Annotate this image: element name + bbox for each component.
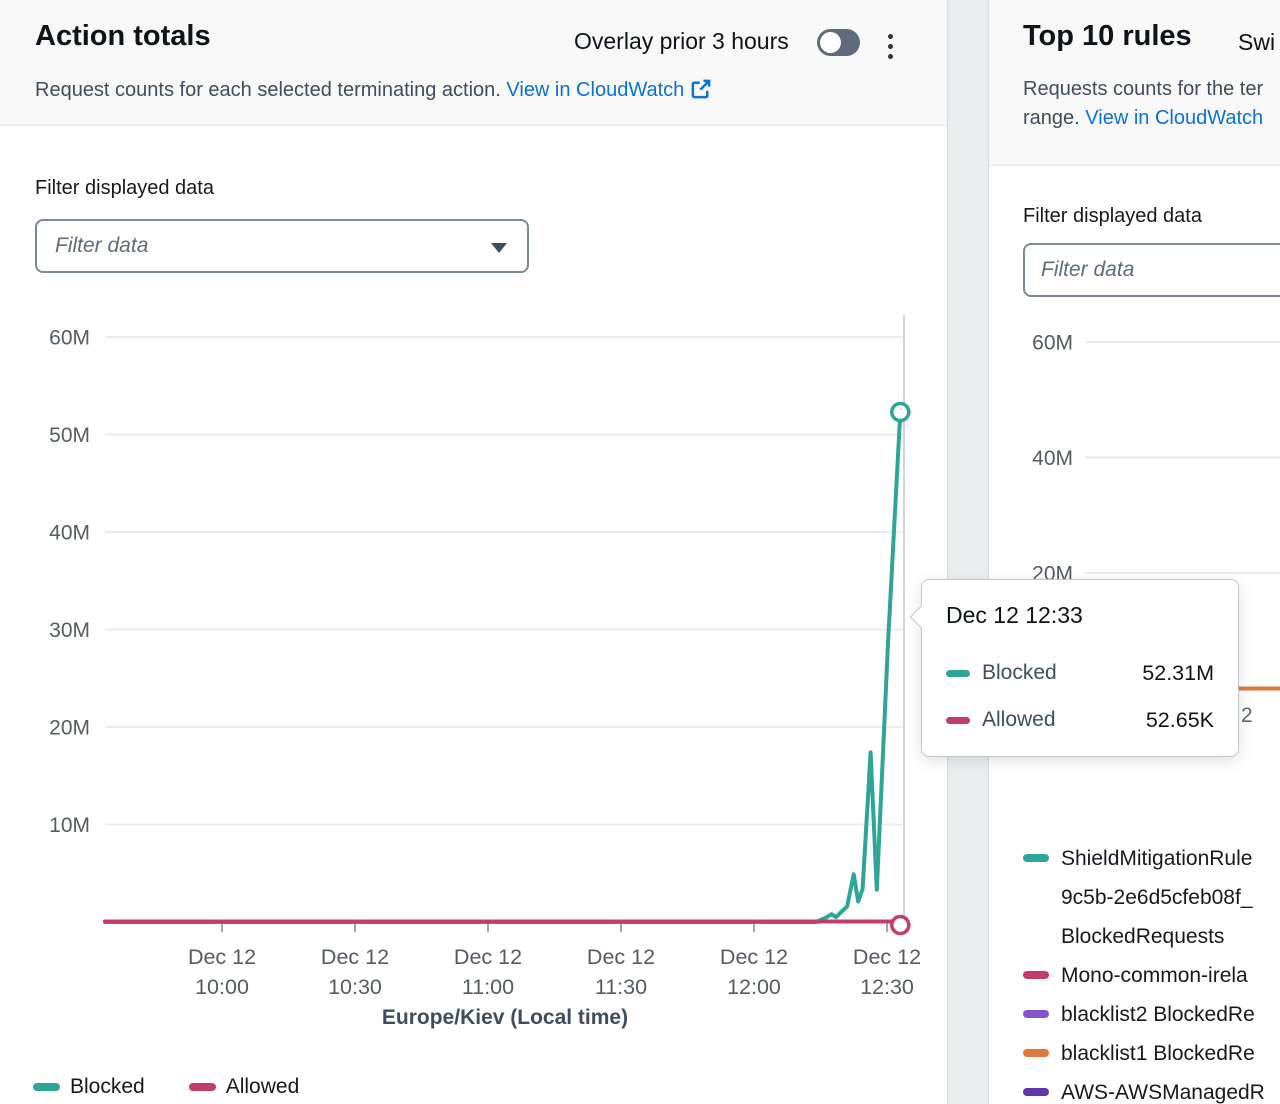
toggle-knob: [820, 32, 841, 53]
y-tick-label: 30M: [49, 619, 90, 642]
x-tick-label: 12:30: [860, 975, 914, 999]
description-text: Request counts for each selected termina…: [35, 79, 501, 101]
legend-swatch: [188, 1083, 216, 1091]
legend-label: Allowed: [225, 1075, 300, 1098]
rules-legend-item-3[interactable]: blacklist2 BlockedRe: [1023, 995, 1280, 1034]
end-marker-allowed: [890, 914, 911, 936]
rules-legend: ShieldMitigationRule 9c5b-2e6d5cfeb08f_ Bl…: [1023, 839, 1280, 1104]
legend-swatch: [1023, 1049, 1049, 1057]
cloudwatch-link[interactable]: View in CloudWatch: [1085, 107, 1264, 129]
x-tick-label: Dec 12: [321, 945, 389, 969]
panel-description-line1: Requests counts for the ter: [1023, 78, 1264, 100]
legend-swatch: [1023, 971, 1049, 979]
series-line-blocked: [103, 410, 903, 924]
rules-legend-item-1[interactable]: ShieldMitigationRule 9c5b-2e6d5cfeb08f_ Bl…: [1023, 839, 1280, 956]
tooltip-series-value: 52.65K: [1145, 707, 1214, 732]
y-tick-label: 60M: [49, 327, 90, 350]
legend-label: Blocked: [70, 1075, 145, 1098]
y-tick-label: 60M: [1032, 332, 1073, 355]
x-tick-label: Dec 12: [853, 945, 921, 969]
tooltip-swatch: [946, 669, 970, 677]
legend-swatch: [33, 1083, 60, 1091]
x-tick-label: Dec 12: [720, 945, 788, 969]
filter-label: Filter displayed data: [35, 177, 214, 199]
tooltip-series-label: Blocked: [982, 661, 1057, 684]
tooltip-swatch: [946, 716, 970, 724]
tooltip-row-allowed: Allowed 52.65K: [946, 706, 1214, 734]
chevron-down-icon: [491, 243, 507, 253]
header-suffix-clipped: Swi: [1238, 29, 1276, 55]
y-tick-label: 40M: [49, 522, 90, 545]
legend-label: Mono-common-irela: [1061, 964, 1248, 987]
legend-swatch: [1023, 1088, 1049, 1096]
legend-swatch: [1023, 1010, 1049, 1018]
legend-label: AWS-AWSManagedR: [1061, 1081, 1265, 1104]
legend-item-allowed[interactable]: Allowed: [188, 1075, 300, 1099]
action-totals-header: Action totals Overlay prior 3 hours Requ…: [0, 0, 947, 126]
x-tick-label: 10:30: [328, 975, 382, 999]
filter-data-select[interactable]: Filter data: [35, 219, 529, 273]
overlay-toggle-label: Overlay prior 3 hours: [574, 28, 789, 54]
x-tick-label: 11:00: [462, 975, 514, 999]
top-10-rules-panel: Top 10 rules Swi Requests counts for the…: [988, 0, 1280, 1104]
top-10-rules-header: Top 10 rules Swi Requests counts for the…: [989, 0, 1280, 166]
y-tick-label: 40M: [1032, 447, 1073, 470]
panel-description: Request counts for each selected termina…: [35, 79, 711, 102]
panel-description-line2: range. View in CloudWatch: [1023, 107, 1264, 129]
x-tick-label: Dec 12: [454, 945, 522, 969]
tooltip-title: Dec 12 12:33: [946, 602, 1083, 628]
filter-data-input[interactable]: [1023, 243, 1280, 297]
x-tick-label: Dec 12: [188, 945, 256, 969]
xaxis-label-fragment: 2: [1241, 704, 1253, 727]
x-tick-label: 12:00: [727, 975, 781, 999]
tooltip-series-label: Allowed: [982, 708, 1056, 731]
end-marker-blocked: [890, 401, 911, 423]
tooltip-row-blocked: Blocked 52.31M: [946, 659, 1214, 687]
chart-tooltip: Dec 12 12:33 Blocked 52.31M Allowed 52.65K: [909, 579, 1239, 757]
select-placeholder: Filter data: [55, 234, 149, 257]
x-tick-label: 10:00: [195, 975, 249, 999]
external-link-icon: [691, 79, 711, 99]
rules-legend-item-4[interactable]: blacklist1 BlockedRe: [1023, 1034, 1280, 1073]
x-tick-label: 11:30: [595, 975, 647, 999]
y-tick-label: 10M: [49, 814, 90, 837]
chart-legend: Blocked Allowed: [33, 1075, 299, 1099]
panel-title: Top 10 rules: [1023, 20, 1192, 52]
tooltip-rows: Blocked 52.31M Allowed 52.65K: [946, 659, 1214, 734]
cloudwatch-link[interactable]: View in CloudWatch: [506, 79, 711, 101]
y-tick-label: 50M: [49, 424, 90, 447]
rules-legend-item-5[interactable]: AWS-AWSManagedR: [1023, 1073, 1280, 1104]
xaxis-title: Europe/Kiev (Local time): [381, 1006, 629, 1029]
legend-item-blocked[interactable]: Blocked: [33, 1075, 145, 1099]
tooltip-series-value: 52.31M: [1142, 660, 1214, 685]
page-title: Action totals: [35, 20, 211, 52]
legend-label: ShieldMitigationRule 9c5b-2e6d5cfeb08f_ Bl…: [1061, 847, 1253, 948]
legend-label: blacklist2 BlockedRe: [1061, 1003, 1255, 1026]
action-totals-panel: Action totals Overlay prior 3 hours Requ…: [0, 0, 948, 1104]
legend-label: blacklist1 BlockedRe: [1061, 1042, 1255, 1065]
filter-label: Filter displayed data: [1023, 205, 1202, 227]
legend-swatch: [1023, 854, 1049, 862]
rules-legend-item-2[interactable]: Mono-common-irela: [1023, 956, 1280, 995]
action-totals-chart[interactable]: 10M 20M 30M 40M 50M 60M Dec 12 10:00 Dec 12 10:30…: [0, 0, 948, 1104]
overlay-prior-toggle[interactable]: [817, 29, 860, 56]
kebab-menu-button[interactable]: [876, 26, 904, 64]
x-tick-label: Dec 12: [587, 945, 655, 969]
y-tick-label: 20M: [49, 717, 90, 740]
